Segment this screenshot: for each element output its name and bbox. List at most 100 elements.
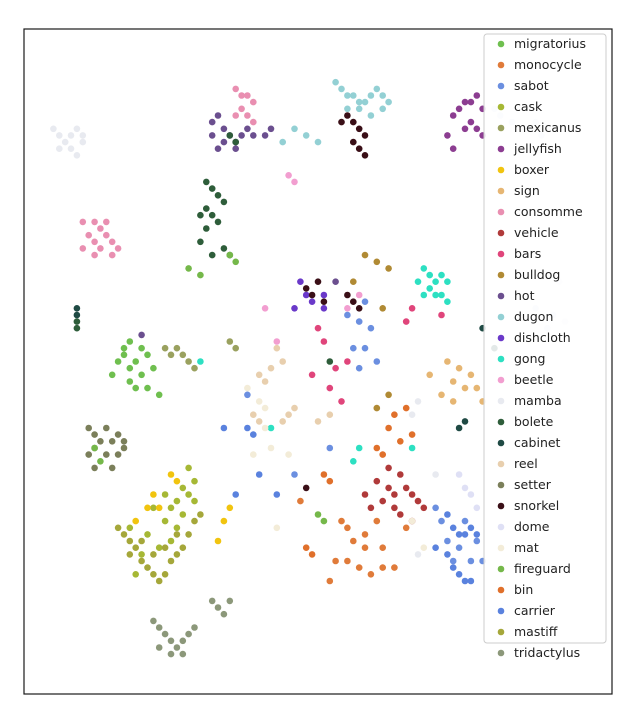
point-sabot-9 (444, 537, 451, 545)
point-mexicanus-5 (173, 344, 181, 352)
point-cabinet-5 (73, 311, 81, 319)
point-mexicanus-0 (161, 344, 169, 352)
point-sign-5 (438, 391, 445, 399)
point-cask-8 (126, 524, 134, 532)
point-bolete-16 (73, 324, 81, 332)
point-reel-4 (273, 344, 281, 352)
point-reel-11 (326, 411, 334, 419)
point-sign-9 (426, 371, 434, 379)
point-setter-7 (85, 451, 92, 458)
point-bulldog-1 (373, 258, 381, 266)
point-carrier-8 (467, 577, 475, 585)
point-setter-5 (114, 431, 122, 438)
point-consomme-20 (232, 112, 239, 119)
point-monocycle-3 (367, 571, 375, 578)
point-mat-9 (273, 524, 281, 532)
point-boxer-6 (220, 517, 228, 525)
point-vehicle-9 (361, 491, 369, 498)
point-bolete-0 (203, 178, 210, 186)
point-mamba-3 (67, 132, 75, 139)
point-sabot-18 (326, 444, 334, 452)
point-cabinet-0 (455, 424, 463, 432)
point-tridactylus-4 (179, 637, 187, 645)
point-carrier-15 (220, 424, 228, 432)
point-migratorius-5 (126, 364, 134, 372)
point-tridactylus-12 (220, 610, 228, 618)
point-setter-6 (120, 438, 128, 445)
point-dugon-10 (344, 105, 351, 113)
point-carrier-9 (449, 564, 457, 571)
point-mastiff-11 (179, 544, 187, 551)
point-snorkel-8 (302, 285, 310, 292)
point-sabot-0 (344, 311, 351, 319)
point-bulldog-2 (385, 265, 392, 272)
point-dugon-6 (367, 92, 375, 99)
point-snorkel-11 (320, 298, 328, 306)
legend-marker-fireguard (497, 565, 505, 573)
point-sign-3 (449, 378, 457, 385)
point-cask-11 (191, 477, 198, 485)
point-mastiff-19 (197, 511, 204, 518)
point-gong-12 (267, 424, 275, 432)
point-mamba-14 (432, 471, 439, 478)
point-mastiff-0 (114, 524, 122, 532)
point-reel-6 (255, 418, 263, 425)
point-vehicle-0 (373, 477, 381, 485)
point-dome-10 (461, 484, 469, 492)
point-cask-0 (150, 504, 157, 512)
legend-label-dugon: dugon (514, 309, 553, 324)
point-mastiff-10 (173, 551, 181, 558)
point-consomme-16 (250, 98, 257, 106)
point-carrier-12 (244, 424, 251, 432)
point-cask-6 (138, 551, 145, 558)
point-mamba-6 (56, 145, 63, 152)
point-hot-13 (214, 145, 222, 152)
point-beetle-4 (261, 305, 269, 312)
point-sabot-8 (438, 517, 445, 525)
point-mat-4 (267, 444, 275, 452)
point-gong-0 (420, 265, 428, 272)
point-boxer-2 (155, 504, 163, 512)
point-mexicanus-3 (185, 358, 192, 365)
point-sabot-12 (449, 557, 457, 565)
point-mastiff-5 (144, 564, 151, 571)
point-consomme-13 (232, 85, 239, 93)
point-sabot-5 (361, 344, 369, 352)
point-hot-2 (220, 125, 228, 133)
point-hot-15 (332, 278, 339, 286)
point-monocycle-7 (344, 524, 351, 532)
point-cabinet-4 (73, 305, 81, 312)
point-bin-4 (402, 404, 410, 412)
legend-label-reel: reel (514, 456, 538, 471)
point-mat-1 (255, 398, 263, 405)
point-cask-15 (173, 497, 181, 505)
point-gong-1 (426, 271, 434, 279)
point-jellyfish-7 (461, 125, 469, 133)
point-vehicle-2 (391, 491, 398, 498)
point-cask-16 (161, 491, 169, 498)
point-dugon-9 (385, 98, 392, 106)
point-consomme-14 (238, 92, 245, 99)
point-bolete-13 (226, 132, 234, 139)
point-sabot-13 (467, 557, 475, 565)
point-consomme-2 (97, 225, 104, 232)
point-migratorius-12 (155, 391, 163, 399)
point-consomme-10 (91, 251, 98, 259)
point-mamba-2 (61, 138, 69, 146)
point-consomme-18 (244, 112, 251, 119)
point-snorkel-12 (344, 291, 351, 299)
point-gong-11 (197, 358, 204, 365)
point-bolete-4 (203, 205, 210, 212)
point-sabot-1 (355, 318, 363, 325)
point-monocycle-1 (344, 557, 351, 565)
point-mastiff-1 (120, 531, 128, 538)
point-bars-7 (438, 311, 445, 319)
point-carrier-4 (467, 524, 475, 532)
point-dishcloth-0 (297, 278, 304, 286)
legend-label-dishcloth: dishcloth (514, 330, 571, 345)
point-dishcloth-1 (302, 291, 310, 299)
point-sign-7 (473, 384, 481, 392)
point-fireguard-0 (185, 265, 192, 272)
point-jellyfish-0 (449, 112, 457, 119)
point-bin-8 (308, 551, 316, 558)
